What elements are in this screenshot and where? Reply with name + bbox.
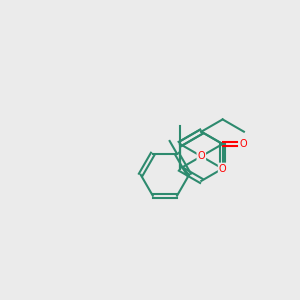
Text: O: O [239,139,247,149]
Text: O: O [219,164,226,174]
Text: O: O [197,151,205,161]
